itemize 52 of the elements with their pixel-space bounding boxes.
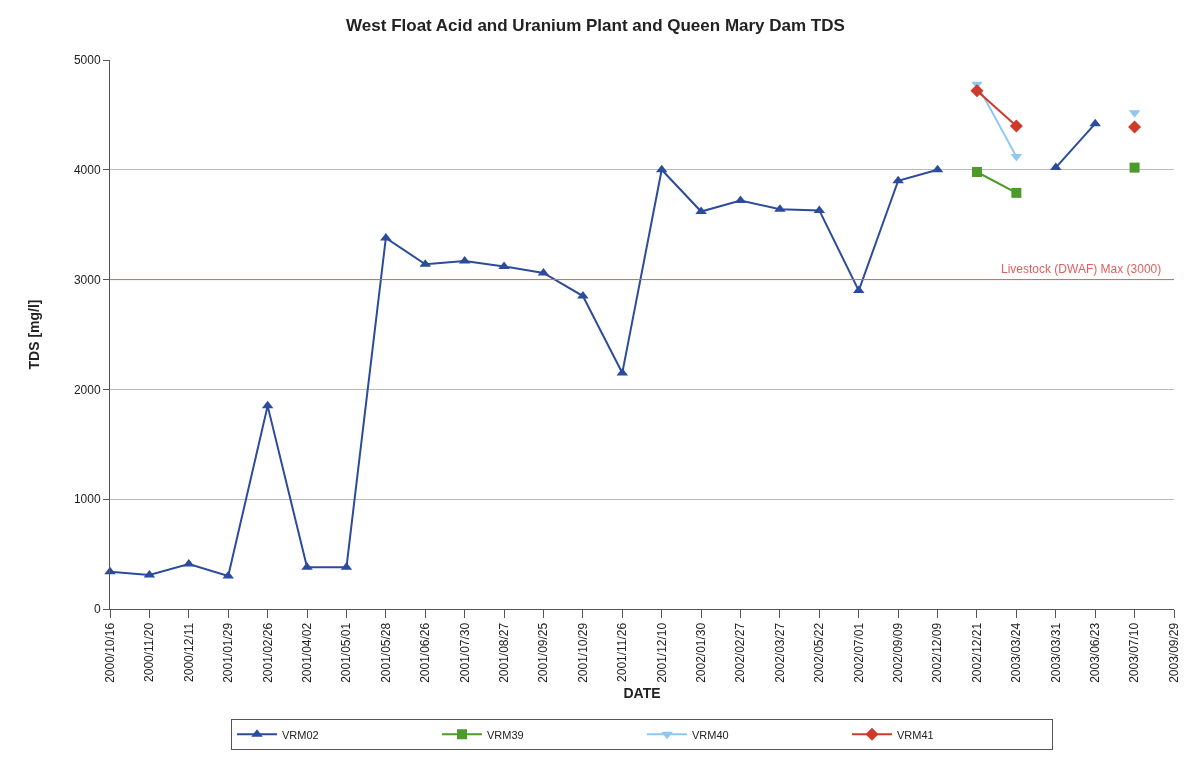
x-tick-label: 2001/12/10 — [654, 622, 669, 683]
point — [1050, 162, 1062, 171]
x-tick-label: 2002/12/21 — [969, 622, 984, 683]
y-axis-title: TDS [mg/l] — [26, 299, 43, 370]
point — [1089, 118, 1101, 127]
x-tick-label: 2003/03/24 — [1009, 622, 1024, 683]
x-tick-label: 2002/07/01 — [851, 622, 866, 683]
x-tick-label: 2001/01/29 — [221, 622, 236, 683]
x-tick-label: 2001/09/25 — [536, 622, 551, 683]
x-tick-label: 2001/07/30 — [457, 622, 472, 683]
point — [970, 84, 984, 98]
x-tick-label: 2000/12/11 — [181, 622, 196, 682]
ref-line-label: Livestock (DWAF) Max (3000) — [1001, 262, 1162, 276]
x-tick-label: 2001/05/28 — [378, 622, 393, 683]
chart-title: West Float Acid and Uranium Plant and Queen Mary Dam TDS — [346, 15, 845, 35]
y-tick-label: 1000 — [73, 492, 101, 507]
x-tick-label: 2002/01/30 — [694, 622, 709, 683]
legend-label: VRM39 — [487, 728, 524, 741]
x-tick-label: 2001/10/29 — [575, 622, 590, 683]
x-tick-label: 2002/09/09 — [891, 622, 906, 683]
y-tick-label: 5000 — [73, 53, 101, 68]
point — [695, 206, 707, 215]
point — [1128, 120, 1142, 134]
x-tick-label: 2003/09/29 — [1166, 622, 1181, 683]
x-axis-title: DATE — [623, 685, 661, 702]
x-tick-label: 2001/08/27 — [496, 622, 511, 683]
x-tick-label: 2003/07/10 — [1127, 622, 1142, 683]
x-tick-label: 2002/03/27 — [772, 622, 787, 683]
x-tick-label: 2003/06/23 — [1088, 622, 1103, 683]
x-tick-label: 2001/05/01 — [339, 622, 354, 683]
point — [892, 175, 904, 184]
point — [1011, 187, 1022, 198]
legend-label: VRM40 — [692, 728, 729, 741]
y-tick-label: 0 — [93, 602, 101, 617]
x-tick-label: 2002/12/09 — [930, 622, 945, 683]
x-tick-label: 2001/06/26 — [418, 622, 433, 683]
point — [971, 167, 982, 177]
x-tick-label: 2000/10/16 — [102, 622, 117, 683]
x-tick-label: 2002/05/22 — [812, 622, 827, 683]
point — [1009, 119, 1023, 133]
x-tick-label: 2002/02/27 — [733, 622, 748, 683]
x-tick-label: 2000/11/20 — [142, 622, 157, 682]
y-tick-label: 2000 — [73, 382, 101, 397]
x-tick-label: 2003/03/31 — [1048, 622, 1063, 683]
legend-label: VRM41 — [897, 728, 934, 741]
x-tick-label: 2001/02/26 — [260, 622, 275, 683]
point — [1129, 162, 1140, 173]
y-tick-label: 3000 — [73, 272, 101, 287]
legend-label: VRM02 — [282, 728, 319, 741]
x-tick-label: 2001/11/26 — [615, 622, 630, 682]
y-tick-label: 4000 — [73, 163, 101, 177]
x-tick-label: 2001/04/02 — [299, 622, 314, 683]
